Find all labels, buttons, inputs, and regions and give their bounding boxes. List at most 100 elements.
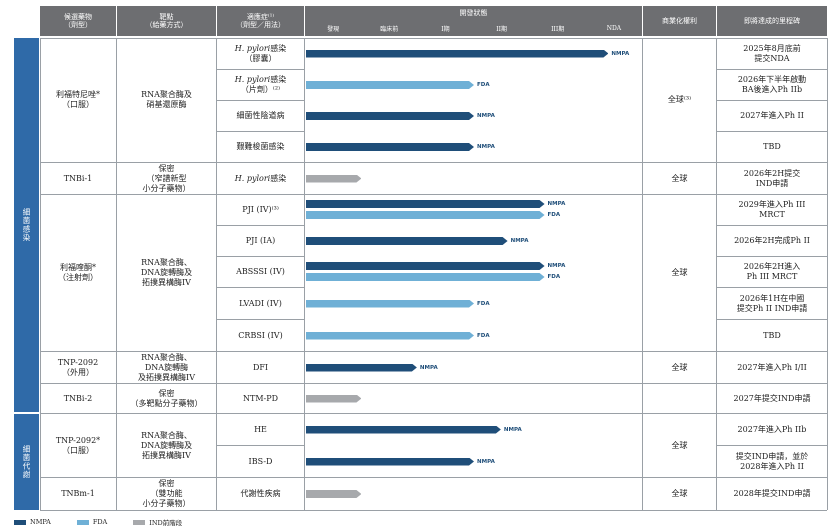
divider xyxy=(717,510,827,511)
header-status: 開發狀態 xyxy=(305,6,642,21)
divider xyxy=(217,510,305,511)
indication-label: 感染 （膠囊） xyxy=(244,43,287,63)
candidate-name: TNBi-1 xyxy=(63,173,93,183)
divider xyxy=(217,256,305,257)
divider xyxy=(217,445,305,446)
divider xyxy=(717,383,827,384)
status-bar-label: NMPA xyxy=(477,113,495,119)
milestone: 2028年提交IND申請 xyxy=(733,489,811,498)
indication: DFI xyxy=(217,352,304,383)
divider xyxy=(217,319,305,320)
indication-label: PJI (IV)⁽³⁾ xyxy=(242,205,279,214)
divider xyxy=(717,256,827,257)
header-candidate: 候選藥物 （劑型） xyxy=(40,6,116,36)
divider xyxy=(217,162,305,163)
indication: ABSSSI (IV) xyxy=(217,257,304,287)
status-bar-label: NMPA xyxy=(547,201,566,207)
status-bar-nmpa xyxy=(306,237,508,245)
phase-header: 發現 xyxy=(327,26,340,33)
status-bar-nmpa xyxy=(306,143,474,151)
candidate-name: TNBm-1 xyxy=(61,489,95,498)
status-bar-ind xyxy=(306,175,361,183)
candidate-target: RNA聚合酶、 DNA旋轉酶 及拓撲異構酶IV xyxy=(138,352,195,382)
candidate-name: TNP-2092 （外用） xyxy=(57,357,99,377)
divider xyxy=(216,38,217,510)
divider xyxy=(217,413,305,414)
status-bar-label: NMPA xyxy=(477,458,495,465)
candidate-target: 保密 （多靶點分子藥物） xyxy=(130,388,203,408)
status-bar-nmpa xyxy=(306,112,474,120)
divider xyxy=(217,351,305,352)
candidate-target: 保密 （窄譜新型 小分子藥物） xyxy=(142,163,191,193)
status-bar-nmpa xyxy=(306,458,474,466)
divider xyxy=(304,38,305,510)
indication: 細菌性陰道病 xyxy=(217,101,304,131)
divider xyxy=(717,287,827,288)
divider xyxy=(717,69,827,70)
milestone: 提交IND申請，並於 2028年進入Ph II xyxy=(735,451,809,471)
legend: NMPA FDA IND前階段 xyxy=(14,517,182,527)
milestone: 2026年2H進入 Ph III MRCT xyxy=(743,262,801,281)
status-bar-nmpa xyxy=(306,50,608,58)
status-bar-label: FDA xyxy=(477,82,490,88)
legend-label: IND前階段 xyxy=(149,519,183,527)
divider xyxy=(40,351,217,352)
phase-header: I期 xyxy=(441,26,450,33)
divider xyxy=(716,38,717,510)
divider xyxy=(717,194,827,195)
commercial-rights: 全球 xyxy=(671,268,688,277)
status-bar-nmpa xyxy=(306,426,501,434)
divider xyxy=(217,100,305,101)
candidate-target: RNA聚合酶、 DNA旋轉酶及 拓撲異構酶IV xyxy=(140,430,193,460)
indication: HE xyxy=(217,414,304,445)
legend-label: NMPA xyxy=(30,518,51,526)
divider xyxy=(40,38,41,510)
milestone: 2027年進入Ph IIb xyxy=(737,424,807,434)
divider xyxy=(717,445,827,446)
divider xyxy=(40,194,217,195)
indication-label: IBS-D xyxy=(248,456,273,466)
divider xyxy=(217,194,305,195)
indication-label: ABSSSI (IV) xyxy=(236,267,285,276)
divider xyxy=(40,383,217,384)
divider xyxy=(116,38,117,510)
milestone: TBD xyxy=(763,330,781,340)
status-bar-label: FDA xyxy=(477,332,490,339)
candidate-name: 利福喹酮* （注射劑） xyxy=(58,263,98,282)
divider xyxy=(717,225,827,226)
milestone: 2027年提交IND申請 xyxy=(733,393,811,403)
header-indication: 適應症⁽¹⁾ （劑型／用法） xyxy=(217,6,304,36)
indication: PJI (IA) xyxy=(217,226,304,256)
status-bar-label: NMPA xyxy=(510,238,529,244)
legend-swatch-nmpa xyxy=(14,519,26,525)
indication: H. pylori感染 （片劑）⁽²⁾ xyxy=(217,70,304,100)
status-bar-label: NMPA xyxy=(477,144,495,150)
divider xyxy=(305,477,717,478)
divider xyxy=(217,131,305,132)
candidate-name: TNBi-2 xyxy=(63,393,93,403)
divider xyxy=(40,413,217,414)
indication: LVADI (IV) xyxy=(217,288,304,319)
category-infection: 細菌感染 xyxy=(14,38,39,412)
milestone: 2029年進入Ph III MRCT xyxy=(738,200,806,219)
indication: H. pylori感染 xyxy=(217,163,304,194)
indication-label: LVADI (IV) xyxy=(239,298,282,308)
header-rights: 商業化權利 xyxy=(643,6,716,36)
commercial-rights: 全球 xyxy=(671,440,688,450)
header-target: 靶點 （給藥方式） xyxy=(117,6,216,36)
divider xyxy=(717,100,827,101)
divider xyxy=(305,194,717,195)
phase-header: III期 xyxy=(551,26,565,33)
divider xyxy=(717,413,827,414)
status-bar-nmpa xyxy=(306,364,417,372)
commercial-rights: 全球⁽³⁾ xyxy=(667,95,692,104)
divider xyxy=(217,383,305,384)
divider xyxy=(827,38,828,510)
milestone: 2027年進入Ph I/II xyxy=(737,362,807,372)
status-bar-label: FDA xyxy=(477,300,490,307)
divider xyxy=(40,162,217,163)
legend-swatch-fda xyxy=(76,519,89,525)
header-phases xyxy=(305,21,642,36)
indication-label: DFI xyxy=(252,362,269,372)
candidate-name: TNP-2092* （口服） xyxy=(55,435,101,455)
